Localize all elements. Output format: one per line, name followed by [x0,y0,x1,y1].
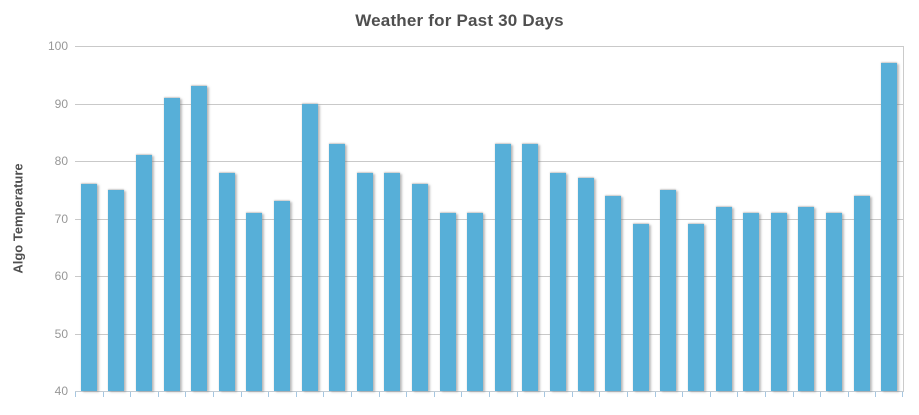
x-axis-tick [571,392,573,397]
x-axis-tick [323,392,325,397]
x-axis-tick [378,392,380,397]
x-axis-tick [295,392,297,397]
gridline-y-70 [75,218,903,220]
y-tick-label-80: 80 [54,154,68,168]
x-axis-tick [489,392,490,397]
x-axis-tick [902,392,903,397]
bar-day-15[interactable] [467,212,484,391]
x-axis-tick [351,392,352,397]
bar-day-18[interactable] [550,172,566,391]
bar-day-6[interactable] [218,172,235,391]
bar-day-4[interactable] [163,97,180,391]
x-axis-tick [765,392,766,397]
gridline-y-60 [75,276,903,277]
y-axis-title: Algo Temperature [10,163,26,274]
x-axis-tick [406,392,408,397]
y-axis-tick-labels: 40 50 60 70 80 90 100 [26,0,68,415]
x-axis-tick [627,392,628,397]
bar-day-3[interactable] [136,155,152,391]
bar-day-23[interactable] [688,224,704,391]
bar-day-13[interactable] [412,184,428,391]
y-tick-label-70: 70 [54,211,68,226]
x-axis-tick [544,392,546,397]
bar-day-25[interactable] [743,212,760,391]
x-axis-tick [847,392,849,397]
bar-day-22[interactable] [660,189,677,391]
x-axis-tick [875,392,877,397]
x-axis-tick [240,392,242,397]
gridline-y-50 [75,333,903,335]
x-axis-tick [433,392,435,397]
bar-day-30[interactable] [881,63,898,391]
bar-day-29[interactable] [853,195,870,391]
x-axis-tick [599,392,601,397]
y-tick-label-40: 40 [54,384,68,398]
x-axis-tick [792,392,794,397]
x-axis-tick [820,392,822,397]
chart-title: Weather for Past 30 Days [355,11,564,30]
x-axis-tick [268,392,270,397]
bar-day-16[interactable] [494,143,511,391]
x-axis-tick [157,392,159,397]
x-axis-tick [102,392,104,397]
x-axis-tick [75,392,76,397]
bar-day-9[interactable] [301,103,318,391]
gridline-y-80 [75,161,903,162]
y-tick-label-60: 60 [54,269,68,283]
x-axis-tick [709,392,711,397]
x-axis-tick [461,392,463,397]
y-tick-label-100: 100 [47,39,68,53]
bar-day-11[interactable] [356,172,373,391]
x-axis-tick [185,392,187,397]
x-axis-tick [516,392,518,397]
bar-day-14[interactable] [439,212,456,391]
plot-area [75,46,904,397]
bar-day-8[interactable] [274,201,290,391]
bar-day-21[interactable] [632,224,649,391]
bar-day-26[interactable] [770,212,787,391]
bar-day-24[interactable] [715,207,732,391]
y-tick-label-90: 90 [54,96,68,111]
x-axis-tick [682,392,684,397]
x-axis-tick [130,392,132,397]
x-axis-tick [213,392,214,397]
bar-day-7[interactable] [246,212,263,391]
bar-day-5[interactable] [191,86,208,391]
bar-day-28[interactable] [826,212,842,391]
bar-day-2[interactable] [108,189,125,391]
x-axis-tick [654,392,656,397]
gridline-y-100 [75,46,903,47]
bar-day-1[interactable] [80,184,97,391]
gridline-y-90 [75,103,903,105]
bar-day-10[interactable] [329,143,346,391]
bar-day-19[interactable] [577,178,594,391]
bar-day-20[interactable] [605,195,622,391]
y-tick-label-50: 50 [54,326,68,341]
x-axis-tick [737,392,739,397]
bar-day-27[interactable] [798,207,815,391]
bar-day-17[interactable] [522,143,539,391]
bar-day-12[interactable] [384,172,401,391]
